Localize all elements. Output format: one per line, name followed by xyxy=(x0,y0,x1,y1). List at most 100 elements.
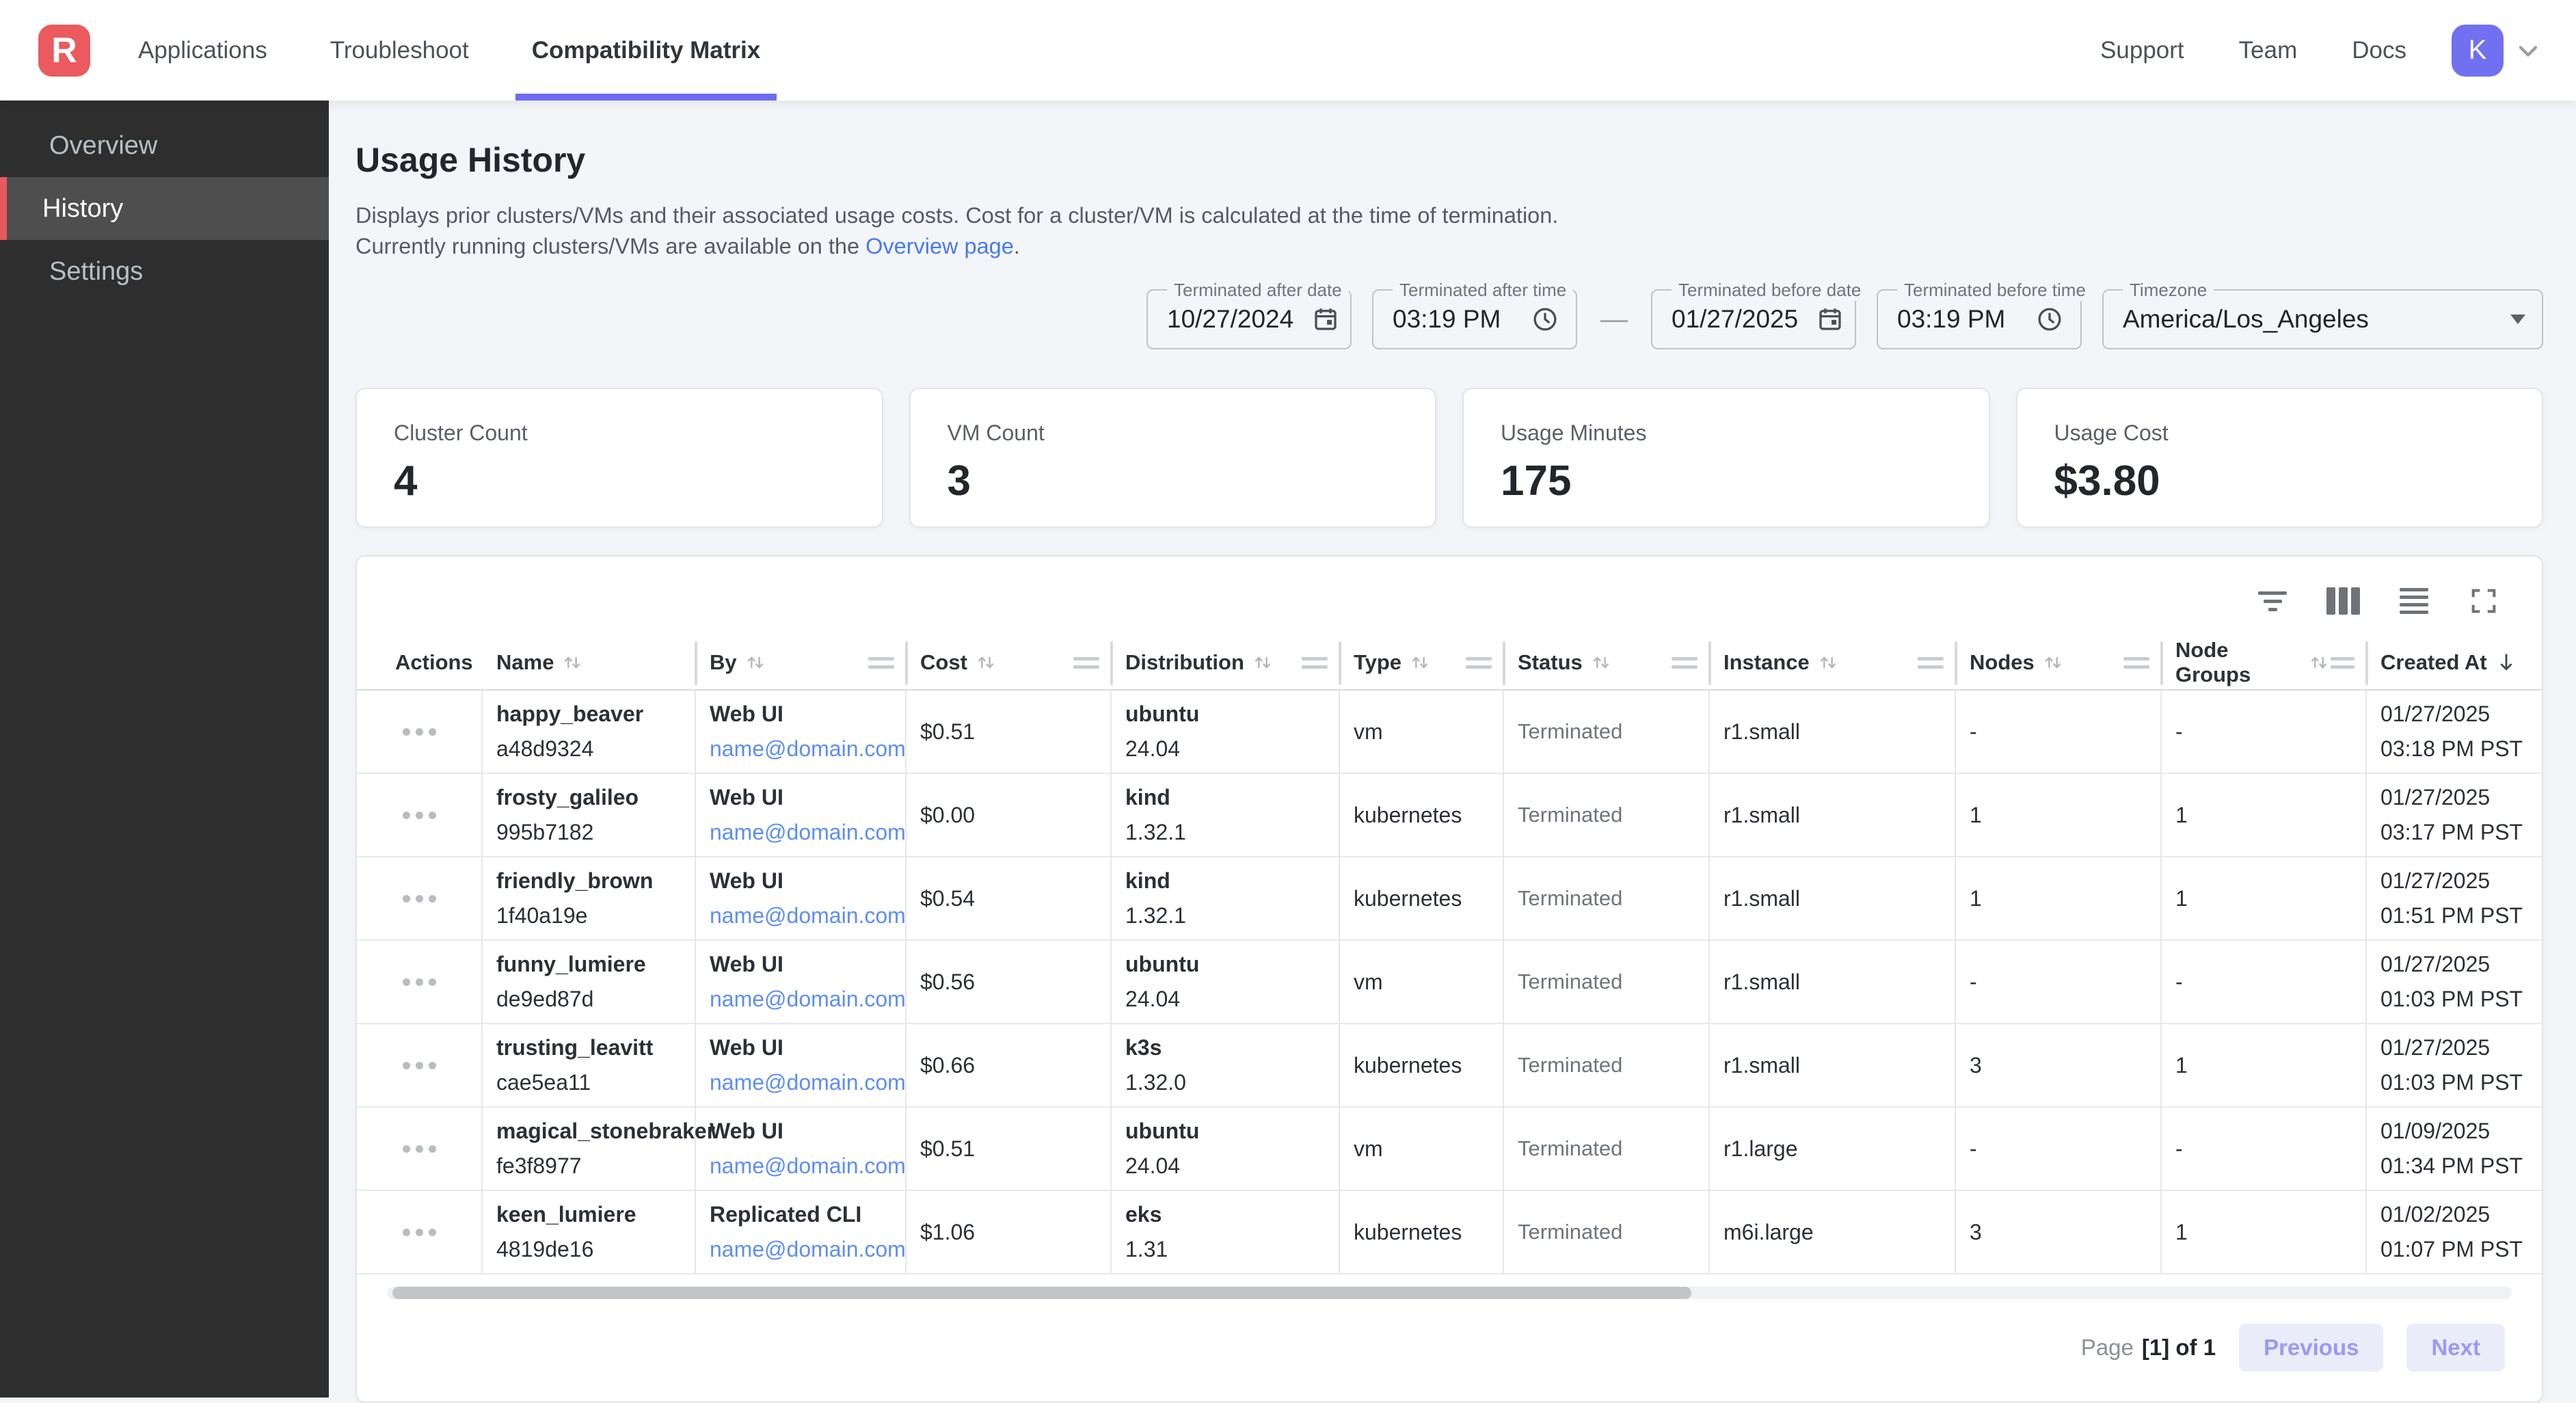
terminated-before-date-field[interactable]: Terminated before date 01/27/2025 xyxy=(1651,289,1856,349)
created-by-email-link[interactable]: name@domain.com xyxy=(710,903,906,928)
sort-icon[interactable] xyxy=(1589,651,1613,674)
filter-icon[interactable] xyxy=(2258,591,2287,611)
clock-icon[interactable] xyxy=(2017,305,2064,334)
row-actions-button[interactable] xyxy=(396,805,443,826)
by-cell: Replicated CLI name@domain.com xyxy=(696,1191,907,1273)
select-caret-icon xyxy=(2510,315,2525,324)
sort-icon[interactable] xyxy=(1816,651,1840,674)
page-number: [1] of 1 xyxy=(2142,1335,2216,1361)
sort-desc-icon[interactable] xyxy=(2494,650,2519,675)
column-drag-handle-icon[interactable] xyxy=(1073,657,1099,669)
cluster-id: 995b7182 xyxy=(496,820,695,845)
nodes-cell: - xyxy=(1956,691,2162,773)
column-drag-handle-icon[interactable] xyxy=(868,657,894,669)
distribution-cell: kind 1.32.1 xyxy=(1112,774,1340,856)
created-date: 01/27/2025 xyxy=(2380,868,2542,894)
calendar-icon[interactable] xyxy=(1293,305,1340,334)
previous-page-button[interactable]: Previous xyxy=(2239,1324,2383,1372)
sidebar-item-settings[interactable]: Settings xyxy=(0,240,329,303)
by-cell: Web UI name@domain.com xyxy=(696,1024,907,1106)
terminated-after-time-value: 03:19 PM xyxy=(1393,305,1501,334)
nav-item-troubleshoot[interactable]: Troubleshoot xyxy=(299,0,500,101)
nav-item-applications[interactable]: Applications xyxy=(107,0,299,101)
stats-row: Cluster Count 4 VM Count 3 Usage Minutes… xyxy=(355,388,2543,528)
column-header-name: Name xyxy=(483,636,696,689)
replicated-logo[interactable]: R xyxy=(38,25,90,77)
created-date: 01/27/2025 xyxy=(2380,785,2542,810)
nodes-cell: - xyxy=(1956,941,2162,1023)
overview-page-link[interactable]: Overview page xyxy=(866,234,1014,258)
column-drag-handle-icon[interactable] xyxy=(1466,657,1492,669)
clock-icon[interactable] xyxy=(1513,305,1559,334)
column-drag-handle-icon[interactable] xyxy=(1302,657,1328,669)
nav-item-docs[interactable]: Docs xyxy=(2324,37,2434,64)
horizontal-scrollbar-track[interactable] xyxy=(387,1287,2512,1299)
distribution-version: 24.04 xyxy=(1125,987,1339,1012)
column-drag-handle-icon[interactable] xyxy=(2123,657,2149,669)
avatar[interactable]: K xyxy=(2452,25,2504,77)
created-time: 03:18 PM PST xyxy=(2380,736,2542,762)
created-time: 03:17 PM PST xyxy=(2380,820,2542,845)
sort-icon[interactable] xyxy=(2041,651,2065,674)
sort-icon[interactable] xyxy=(974,651,997,674)
terminated-after-date-field[interactable]: Terminated after date 10/27/2024 xyxy=(1146,289,1352,349)
created-by-source: Web UI xyxy=(710,1119,905,1144)
created-date: 01/27/2025 xyxy=(2380,702,2542,727)
timezone-select[interactable]: Timezone America/Los_Angeles xyxy=(2102,289,2543,349)
nav-item-support[interactable]: Support xyxy=(2073,37,2212,64)
column-header-nodes: Nodes xyxy=(1956,636,2162,689)
type-cell: kubernetes xyxy=(1340,1191,1504,1273)
cluster-name: funny_lumiere xyxy=(496,952,695,977)
created-by-email-link[interactable]: name@domain.com xyxy=(710,820,906,844)
sort-icon[interactable] xyxy=(744,651,767,674)
sort-icon[interactable] xyxy=(1408,651,1432,674)
terminated-before-time-field[interactable]: Terminated before time 03:19 PM xyxy=(1877,289,2082,349)
usage-table: Actions Name By Cost Distribution xyxy=(357,636,2542,1274)
nav-item-team[interactable]: Team xyxy=(2212,37,2325,64)
created-at-cell: 01/27/2025 01:03 PM PST xyxy=(2367,1024,2542,1106)
created-by-email-link[interactable]: name@domain.com xyxy=(710,1070,906,1095)
by-cell: Web UI name@domain.com xyxy=(696,941,907,1023)
created-at-cell: 01/27/2025 01:03 PM PST xyxy=(2367,941,2542,1023)
terminated-after-time-label: Terminated after time xyxy=(1393,280,1573,301)
sort-icon[interactable] xyxy=(2307,651,2331,674)
row-actions-button[interactable] xyxy=(396,888,443,909)
created-by-email-link[interactable]: name@domain.com xyxy=(710,987,906,1011)
node-groups-cell: 1 xyxy=(2162,774,2367,856)
columns-icon[interactable] xyxy=(2326,587,2360,615)
created-by-email-link[interactable]: name@domain.com xyxy=(710,1153,906,1178)
created-by-email-link[interactable]: name@domain.com xyxy=(710,1237,906,1261)
timezone-value: America/Los_Angeles xyxy=(2123,305,2369,334)
sort-icon[interactable] xyxy=(561,651,584,674)
table-header-row: Actions Name By Cost Distribution xyxy=(357,636,2542,691)
stat-label: Usage Cost xyxy=(2054,420,2506,446)
row-actions-button[interactable] xyxy=(396,1055,443,1076)
density-icon[interactable] xyxy=(2400,588,2428,614)
actions-cell xyxy=(357,1024,483,1106)
node-groups-cell: - xyxy=(2162,691,2367,773)
row-actions-button[interactable] xyxy=(396,1138,443,1160)
created-by-email-link[interactable]: name@domain.com xyxy=(710,736,906,761)
calendar-icon[interactable] xyxy=(1798,305,1844,334)
page-description: Displays prior clusters/VMs and their as… xyxy=(355,200,1641,262)
distribution-cell: eks 1.31 xyxy=(1112,1191,1340,1273)
nav-item-compatibility-matrix[interactable]: Compatibility Matrix xyxy=(500,0,792,101)
fullscreen-icon[interactable] xyxy=(2468,585,2499,617)
row-actions-button[interactable] xyxy=(396,721,443,743)
sort-icon[interactable] xyxy=(1251,651,1274,674)
terminated-after-time-field[interactable]: Terminated after time 03:19 PM xyxy=(1372,289,1577,349)
created-by-source: Web UI xyxy=(710,868,905,894)
chevron-down-icon[interactable] xyxy=(2513,36,2543,66)
next-page-button[interactable]: Next xyxy=(2406,1324,2505,1372)
sidebar-item-history[interactable]: History xyxy=(0,177,329,240)
distribution-name: kind xyxy=(1125,785,1339,810)
column-drag-handle-icon[interactable] xyxy=(1672,657,1698,669)
sidebar-item-overview[interactable]: Overview xyxy=(0,114,329,177)
column-drag-handle-icon[interactable] xyxy=(2331,657,2354,669)
column-header-cost: Cost xyxy=(907,636,1112,689)
node-groups-cell: 1 xyxy=(2162,1191,2367,1273)
row-actions-button[interactable] xyxy=(396,972,443,993)
column-drag-handle-icon[interactable] xyxy=(1918,657,1944,669)
horizontal-scrollbar-thumb[interactable] xyxy=(392,1287,1691,1299)
row-actions-button[interactable] xyxy=(396,1222,443,1243)
